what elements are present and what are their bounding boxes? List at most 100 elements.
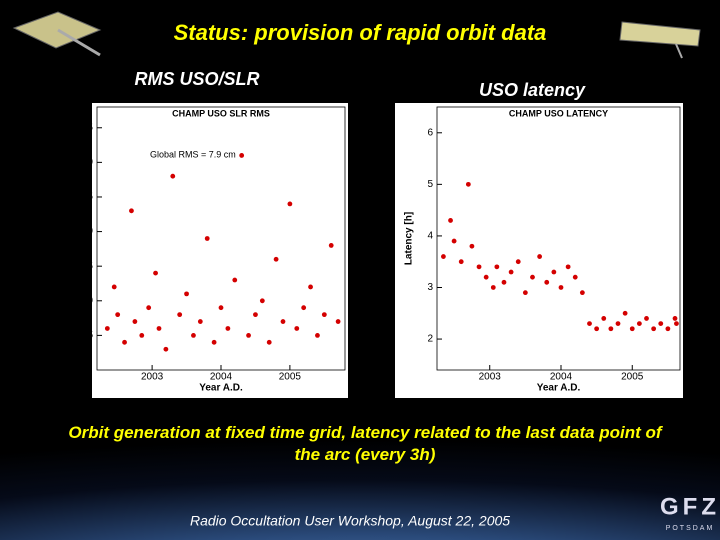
- data-point: [622, 310, 628, 316]
- data-point: [644, 316, 649, 321]
- annotation: Global RMS = 7.9 cm: [150, 149, 236, 159]
- data-point: [115, 312, 121, 318]
- data-point: [246, 332, 251, 338]
- data-point: [218, 305, 224, 311]
- data-point: [122, 339, 127, 345]
- y-axis-label: SLR RMS [cm]: [64, 204, 75, 273]
- logo-place: POTSDAM: [666, 525, 715, 532]
- data-point: [104, 326, 110, 331]
- data-point: [129, 208, 134, 214]
- data-point: [537, 254, 543, 259]
- data-point: [184, 291, 189, 297]
- caption: Orbit generation at fixed time grid, lat…: [68, 423, 662, 464]
- data-point: [259, 298, 265, 304]
- data-point: [508, 269, 514, 275]
- y-tick-label: 10: [82, 295, 94, 306]
- data-point: [287, 201, 293, 207]
- y-tick-label: 5: [427, 179, 433, 190]
- panel-heading: RMS USO/SLR: [134, 69, 259, 89]
- data-point: [465, 181, 471, 187]
- data-point: [572, 274, 578, 280]
- data-point: [558, 285, 564, 290]
- y-tick-label: 35: [82, 122, 94, 133]
- data-point: [132, 319, 138, 324]
- data-point: [565, 264, 571, 270]
- x-axis-label: Year A.D.: [537, 383, 581, 394]
- y-tick-label: 15: [82, 261, 94, 272]
- plot-frame: [436, 106, 681, 371]
- data-point: [665, 326, 671, 332]
- x-tick-label: 2003: [479, 372, 502, 383]
- data-point: [321, 312, 327, 318]
- chart-title: CHAMP USO SLR RMS: [172, 108, 270, 118]
- data-point: [139, 332, 145, 338]
- chart-panel: [395, 103, 683, 398]
- slide-title: Status: provision of rapid orbit data: [174, 20, 547, 45]
- data-point: [522, 290, 528, 296]
- data-point: [579, 290, 585, 296]
- data-point: [156, 326, 162, 331]
- data-point: [273, 256, 279, 262]
- data-point: [153, 270, 158, 276]
- y-tick-label: 6: [427, 127, 433, 138]
- y-tick-label: 5: [87, 330, 93, 341]
- data-point: [448, 218, 453, 223]
- y-axis-label: Latency [h]: [404, 212, 415, 265]
- data-point: [294, 326, 300, 331]
- x-tick-label: 2003: [141, 372, 164, 383]
- data-point: [636, 321, 642, 326]
- data-point: [280, 319, 286, 324]
- data-point: [601, 316, 607, 321]
- data-point: [239, 153, 245, 158]
- logo-name: GFZ: [660, 493, 720, 520]
- data-point: [328, 243, 334, 248]
- chart-panel: [92, 103, 348, 398]
- data-point: [608, 326, 614, 332]
- data-point: [594, 326, 600, 332]
- x-tick-label: 2005: [621, 372, 644, 383]
- data-point: [253, 312, 258, 318]
- data-point: [615, 321, 621, 326]
- data-point: [451, 238, 457, 244]
- satellite-icon: [619, 21, 701, 59]
- data-point: [197, 319, 203, 324]
- data-point: [266, 339, 272, 345]
- data-point: [544, 279, 550, 285]
- data-point: [232, 277, 238, 283]
- data-point: [441, 254, 446, 259]
- satellite-icon: [12, 11, 102, 57]
- data-point: [170, 173, 176, 179]
- data-point: [551, 269, 557, 275]
- y-tick-label: 20: [82, 226, 94, 237]
- data-point: [490, 285, 496, 290]
- x-axis-label: Year A.D.: [199, 383, 243, 394]
- y-tick-label: 25: [82, 192, 94, 203]
- x-tick-label: 2004: [210, 372, 233, 383]
- x-tick-label: 2004: [550, 372, 573, 383]
- data-point: [335, 319, 341, 324]
- data-point: [301, 305, 307, 311]
- panel-heading: USO latency: [479, 80, 586, 100]
- data-point: [587, 321, 592, 326]
- data-point: [658, 321, 664, 326]
- data-point: [163, 346, 169, 352]
- data-point: [476, 264, 482, 270]
- y-tick-label: 30: [82, 157, 94, 168]
- data-point: [204, 236, 210, 241]
- data-point: [483, 274, 489, 280]
- data-point: [530, 274, 535, 280]
- data-point: [651, 326, 657, 332]
- data-point: [674, 321, 679, 326]
- data-point: [146, 305, 152, 311]
- data-point: [515, 259, 521, 265]
- x-tick-label: 2005: [279, 372, 302, 383]
- data-point: [629, 326, 635, 332]
- data-point: [501, 279, 507, 285]
- data-point: [672, 316, 678, 321]
- y-tick-label: 4: [427, 231, 433, 242]
- data-point: [458, 259, 464, 265]
- data-point: [469, 243, 475, 249]
- data-point: [225, 326, 231, 331]
